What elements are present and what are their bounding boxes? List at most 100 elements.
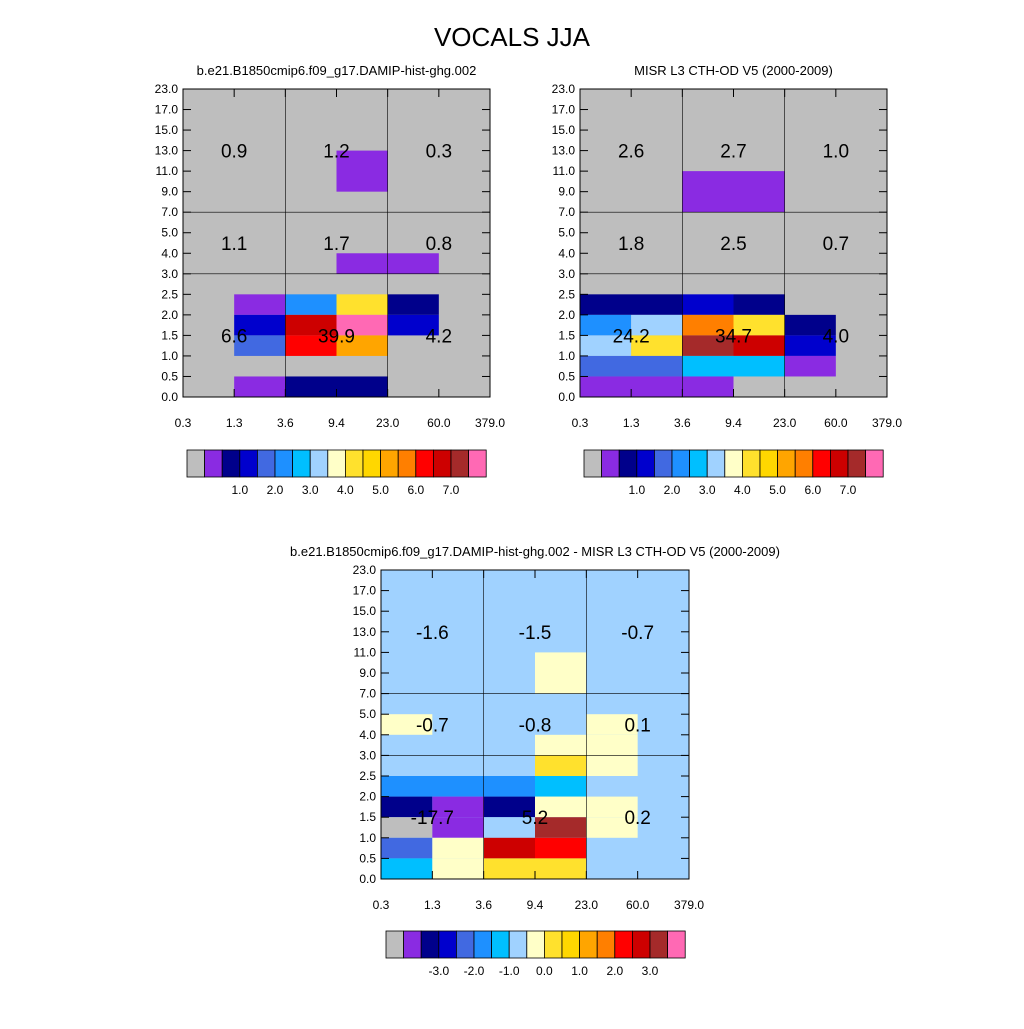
heatmap-cell bbox=[682, 314, 734, 336]
heatmap-cell bbox=[535, 796, 587, 818]
cell-value-label: 39.9 bbox=[318, 326, 355, 347]
y-tick-label: 2.5 bbox=[161, 287, 178, 301]
x-tick-label: 379.0 bbox=[872, 416, 902, 430]
x-tick-label: 379.0 bbox=[674, 898, 704, 912]
heatmap-cell bbox=[580, 355, 683, 377]
y-tick-label: 0.0 bbox=[359, 872, 376, 886]
heatmap-cell bbox=[535, 652, 587, 694]
heatmap-cell bbox=[381, 817, 433, 838]
y-tick-label: 7.0 bbox=[359, 687, 376, 701]
heatmap-cell bbox=[432, 817, 484, 838]
panel-title: MISR L3 CTH-OD V5 (2000-2009) bbox=[634, 63, 833, 78]
colorbar-label: 4.0 bbox=[734, 483, 751, 497]
colorbar-box bbox=[186, 449, 206, 478]
colorbar-label: 0.0 bbox=[536, 964, 553, 978]
colorbar-box bbox=[292, 449, 311, 478]
heatmap-cell bbox=[285, 294, 337, 315]
heatmap-cell bbox=[336, 335, 388, 356]
heatmap-cell bbox=[586, 817, 638, 838]
y-tick-label: 17.0 bbox=[155, 103, 179, 117]
colorbar-box bbox=[667, 930, 686, 959]
colorbar-label: 1.0 bbox=[571, 964, 588, 978]
heatmap-cell bbox=[381, 776, 535, 797]
heatmap-cell bbox=[432, 837, 484, 859]
colorbar-box bbox=[812, 449, 831, 478]
heatmap-cell bbox=[381, 796, 433, 818]
heatmap-cell bbox=[682, 355, 785, 377]
heatmap-cell bbox=[535, 817, 587, 838]
cell-value-label: 0.3 bbox=[426, 142, 452, 163]
colorbar-box bbox=[847, 449, 867, 478]
cell-value-label: 0.8 bbox=[426, 234, 452, 255]
y-tick-label: 17.0 bbox=[353, 584, 377, 598]
x-tick-label: 3.6 bbox=[674, 416, 691, 430]
colorbar-box bbox=[450, 449, 470, 478]
x-tick-label: 0.3 bbox=[572, 416, 589, 430]
heatmap-cell bbox=[285, 376, 388, 397]
cell-value-label: 1.7 bbox=[323, 234, 349, 255]
cell-value-label: 2.6 bbox=[618, 142, 644, 163]
heatmap-cell bbox=[535, 755, 587, 776]
y-tick-label: 15.0 bbox=[552, 123, 576, 137]
cell-value-label: 0.2 bbox=[624, 808, 650, 829]
x-tick-label: 1.3 bbox=[623, 416, 640, 430]
y-tick-label: 0.0 bbox=[161, 390, 178, 404]
colorbar-box bbox=[759, 449, 779, 478]
x-tick-label: 3.6 bbox=[277, 416, 294, 430]
cell-value-label: 1.0 bbox=[823, 142, 849, 163]
cell-value-label: -1.6 bbox=[416, 623, 449, 644]
colorbar-box bbox=[632, 930, 651, 959]
y-tick-label: 9.0 bbox=[558, 185, 575, 199]
heatmap-cell bbox=[483, 837, 535, 859]
y-tick-label: 5.0 bbox=[558, 226, 575, 240]
colorbar-box bbox=[526, 930, 545, 959]
colorbar-box bbox=[508, 930, 528, 959]
heatmap-cell bbox=[631, 335, 683, 356]
colorbar-label: 2.0 bbox=[267, 483, 284, 497]
heatmap-cell bbox=[580, 335, 632, 356]
heatmap-cell bbox=[234, 335, 286, 356]
colorbar-label: 6.0 bbox=[804, 483, 821, 497]
y-tick-label: 2.0 bbox=[161, 308, 178, 322]
colorbar-box bbox=[455, 930, 475, 959]
heatmap-cell bbox=[535, 837, 587, 859]
colorbar-label: 5.0 bbox=[372, 483, 389, 497]
x-tick-label: 1.3 bbox=[424, 898, 441, 912]
colorbar-box bbox=[274, 449, 294, 478]
heatmap-cell bbox=[682, 294, 734, 315]
colorbar-box bbox=[327, 449, 346, 478]
heatmap-cell bbox=[535, 734, 587, 756]
y-tick-label: 9.0 bbox=[359, 666, 376, 680]
colorbar-box bbox=[468, 449, 487, 478]
colorbar-label: -3.0 bbox=[428, 964, 449, 978]
y-tick-label: 11.0 bbox=[553, 164, 576, 178]
colorbar-box bbox=[344, 449, 364, 478]
cell-value-label: 0.1 bbox=[624, 716, 650, 737]
cell-value-label: -1.5 bbox=[519, 623, 552, 644]
x-tick-label: 9.4 bbox=[328, 416, 345, 430]
x-tick-label: 23.0 bbox=[376, 416, 400, 430]
colorbar-label: 5.0 bbox=[769, 483, 786, 497]
panel-1: b.e21.B1850cmip6.f09_g17.DAMIP-hist-ghg.… bbox=[155, 63, 506, 497]
colorbar-box bbox=[491, 930, 510, 959]
cell-value-label: -0.7 bbox=[621, 623, 654, 644]
x-tick-label: 60.0 bbox=[824, 416, 848, 430]
heatmap-cell bbox=[535, 776, 587, 797]
y-tick-label: 9.0 bbox=[161, 185, 178, 199]
colorbar-box bbox=[636, 449, 655, 478]
colorbar-box bbox=[583, 449, 603, 478]
y-tick-label: 13.0 bbox=[552, 144, 576, 158]
cell-value-label: 6.6 bbox=[221, 326, 247, 347]
x-tick-label: 9.4 bbox=[527, 898, 544, 912]
y-tick-label: 1.0 bbox=[558, 349, 575, 363]
colorbar-box bbox=[689, 449, 708, 478]
colorbar-label: 3.0 bbox=[699, 483, 716, 497]
y-tick-label: 13.0 bbox=[353, 625, 377, 639]
heatmap-cell bbox=[483, 817, 535, 838]
colorbar-box bbox=[473, 930, 493, 959]
y-tick-label: 1.5 bbox=[161, 328, 178, 342]
cell-value-label: 24.2 bbox=[613, 326, 650, 347]
panel-3: b.e21.B1850cmip6.f09_g17.DAMIP-hist-ghg.… bbox=[290, 544, 780, 978]
colorbar-box bbox=[618, 449, 638, 478]
figure-title: VOCALS JJA bbox=[434, 22, 591, 52]
